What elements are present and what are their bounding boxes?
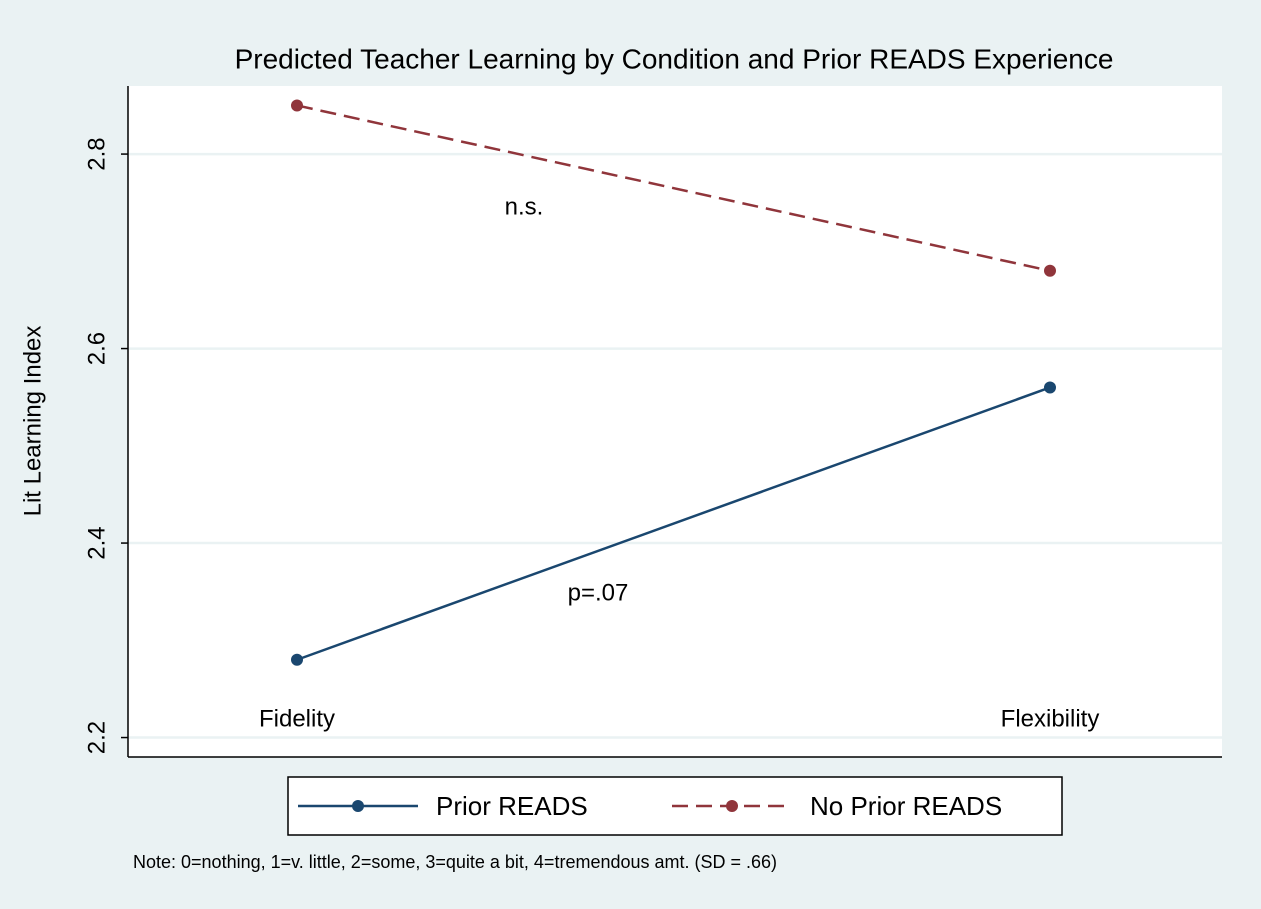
y-tick-label: 2.2 [83, 721, 110, 754]
point [1044, 264, 1056, 277]
annotation: p=.07 [568, 579, 629, 606]
note: Note: 0=nothing, 1=v. little, 2=some, 3=… [133, 852, 777, 872]
legend-marker [726, 800, 738, 812]
y-tick-label: 2.4 [83, 526, 110, 559]
chart-title: Predicted Teacher Learning by Condition … [235, 43, 1114, 74]
x-category-label: Fidelity [259, 705, 335, 732]
legend-label: No Prior READS [810, 791, 1002, 821]
x-category-label: Flexibility [1001, 705, 1100, 732]
y-tick-label: 2.8 [83, 137, 110, 170]
series-line [296, 386, 1051, 661]
y-tick-label: 2.6 [83, 332, 110, 365]
point [291, 653, 303, 666]
annotation: n.s. [505, 193, 544, 220]
series-line [296, 104, 1051, 272]
point [291, 99, 303, 112]
legend-marker [352, 800, 364, 812]
legend-label: Prior READS [436, 791, 588, 821]
point [1044, 381, 1056, 394]
y-axis-label: Lit Learning Index [19, 326, 46, 517]
plot-area [128, 86, 1222, 757]
